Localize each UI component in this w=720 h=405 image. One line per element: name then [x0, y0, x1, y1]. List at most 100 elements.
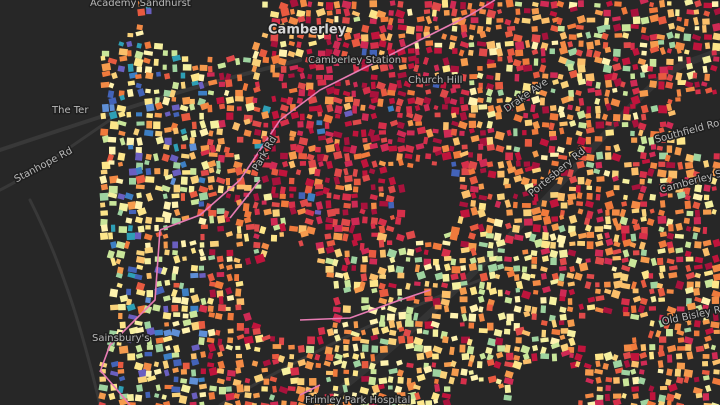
building [668, 224, 674, 232]
building [126, 232, 136, 241]
building [486, 136, 494, 146]
building [333, 194, 341, 200]
building [145, 2, 151, 9]
building [115, 241, 126, 250]
building [306, 192, 316, 202]
building [515, 160, 521, 167]
building [504, 222, 512, 230]
building [478, 306, 484, 313]
building [351, 193, 358, 199]
building [407, 119, 414, 127]
building [388, 367, 399, 375]
building [558, 265, 567, 272]
building [270, 401, 279, 405]
building [443, 305, 450, 313]
building [495, 42, 502, 49]
building [262, 56, 270, 64]
building [559, 289, 567, 298]
building [675, 25, 685, 33]
building [324, 96, 334, 105]
building [449, 34, 458, 42]
building [513, 354, 521, 361]
building [596, 176, 605, 182]
building [703, 159, 710, 168]
building [432, 398, 439, 404]
building [279, 40, 287, 48]
building [397, 24, 408, 31]
building [377, 98, 384, 107]
building [198, 177, 206, 184]
building [632, 16, 641, 25]
building [270, 234, 278, 242]
building [200, 233, 205, 241]
building [702, 65, 708, 74]
building [540, 266, 548, 273]
building [398, 33, 406, 39]
building [504, 384, 512, 394]
building [528, 233, 537, 243]
building [254, 81, 261, 88]
building [305, 120, 315, 130]
building [171, 304, 179, 312]
building [531, 34, 541, 43]
road [0, 118, 112, 192]
building [674, 33, 680, 39]
building [704, 73, 710, 82]
building [569, 241, 576, 247]
building [252, 97, 258, 104]
building [109, 201, 117, 206]
building [172, 344, 181, 354]
building [655, 330, 662, 338]
building [182, 318, 192, 327]
building [352, 130, 359, 137]
building [524, 182, 535, 192]
building [118, 312, 123, 320]
building [335, 184, 345, 191]
building [145, 242, 151, 249]
building [541, 17, 550, 25]
building [550, 278, 560, 285]
building [451, 71, 459, 81]
building [695, 304, 704, 314]
building [423, 9, 431, 15]
building [236, 74, 243, 82]
building [648, 273, 654, 279]
building [398, 56, 407, 63]
building [306, 352, 314, 360]
building [109, 121, 119, 130]
building [317, 135, 327, 141]
building [127, 225, 133, 232]
building [694, 209, 701, 218]
building [493, 232, 502, 242]
building [666, 181, 676, 190]
building [271, 120, 279, 129]
building [469, 286, 478, 296]
building [649, 80, 658, 89]
building [567, 193, 577, 201]
building [371, 392, 379, 402]
building [270, 336, 276, 342]
building [388, 161, 394, 166]
building [317, 50, 326, 58]
building [549, 233, 557, 242]
building [540, 0, 550, 8]
building [467, 360, 474, 368]
building [512, 34, 523, 43]
building [586, 119, 592, 128]
building [262, 1, 268, 8]
building [704, 327, 715, 335]
building [441, 144, 450, 153]
building [711, 352, 718, 360]
building [503, 177, 510, 186]
building [278, 337, 285, 346]
building [515, 337, 522, 344]
building [494, 130, 505, 141]
building [532, 214, 542, 222]
building [297, 345, 305, 353]
building [145, 72, 154, 80]
building [685, 344, 692, 351]
building [586, 106, 592, 114]
building [560, 80, 570, 89]
building [567, 298, 573, 305]
building [154, 329, 164, 336]
